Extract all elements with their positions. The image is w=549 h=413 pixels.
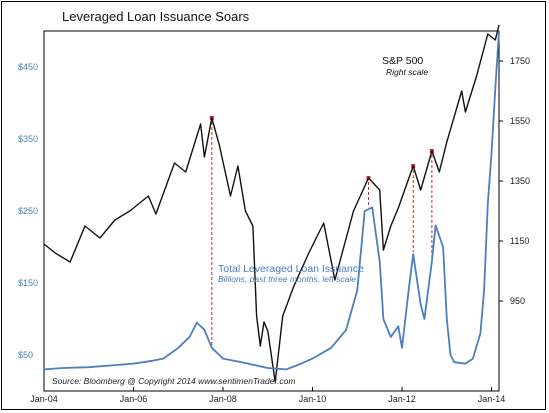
left-tick-label: $50	[18, 350, 33, 360]
x-tick-label: Jan-10	[299, 394, 327, 404]
issuance-label: Total Leveraged Loan Issuance	[218, 263, 364, 275]
plot-area	[43, 30, 500, 392]
sp500-label: S&P 500	[382, 55, 423, 67]
right-tick-label: 1750	[510, 56, 530, 66]
right-tick-label: 1150	[510, 236, 529, 246]
x-tick-label: Jan-12	[388, 394, 416, 404]
x-tick-label: Jan-04	[30, 394, 58, 404]
left-tick-label: $150	[18, 278, 38, 288]
sp500-line	[43, 24, 500, 383]
right-tick-label: 1550	[510, 116, 530, 126]
x-tick-label: Jan-14	[478, 394, 506, 404]
left-tick-label: $450	[18, 62, 38, 72]
issuance-note: Billions, past three months, left scale	[218, 274, 356, 284]
right-tick-label: 1350	[510, 176, 530, 186]
left-tick-label: $350	[18, 134, 38, 144]
left-tick-label: $250	[18, 206, 38, 216]
sp500-note: Right scale	[386, 67, 428, 77]
right-tick-label: 950	[510, 296, 525, 306]
x-tick-label: Jan-08	[209, 394, 237, 404]
issuance-line	[43, 30, 500, 371]
chart-title: Leveraged Loan Issuance Soars	[62, 9, 250, 24]
source-note: Source: Bloomberg @ Copyright 2014 www.s…	[52, 376, 295, 386]
x-tick-label: Jan-06	[120, 394, 148, 404]
